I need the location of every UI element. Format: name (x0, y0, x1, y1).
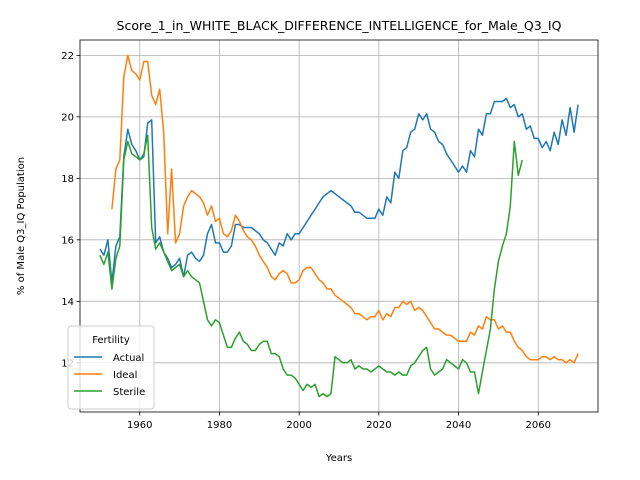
series-line-ideal (111, 54, 579, 364)
series-line-actual (99, 97, 579, 284)
x-tick-label: 2020 (366, 420, 391, 431)
x-tick-label: 1980 (207, 420, 232, 431)
plot-frame (79, 39, 599, 413)
legend-title: Fertility (92, 335, 130, 346)
x-tick-label: 2060 (526, 420, 551, 431)
legend-label-ideal: Ideal (113, 370, 137, 381)
x-axis-label: Years (325, 453, 352, 464)
legend: Fertility Actual Ideal Sterile (67, 325, 155, 410)
x-tick-label: 2000 (286, 420, 311, 431)
y-tick-label: 20 (61, 112, 74, 123)
y-tick-label: 18 (61, 174, 74, 185)
legend-box (67, 325, 155, 410)
legend-entries: Actual Ideal Sterile (74, 353, 145, 398)
y-tick-label: 16 (61, 235, 74, 246)
series-lines (99, 54, 579, 398)
y-axis-label: % of Male Q3_IQ Population (16, 157, 27, 295)
series-line-sterile (99, 134, 524, 398)
y-tick-label: 14 (61, 297, 74, 308)
y-tick-label: 22 (61, 51, 74, 62)
chart-title: Score_1_in_WHITE_BLACK_DIFFERENCE_INTELL… (117, 18, 562, 33)
legend-label-actual: Actual (113, 353, 144, 364)
x-tick-label: 2040 (446, 420, 471, 431)
legend-label-sterile: Sterile (113, 387, 145, 398)
x-tick-label: 1960 (127, 420, 152, 431)
